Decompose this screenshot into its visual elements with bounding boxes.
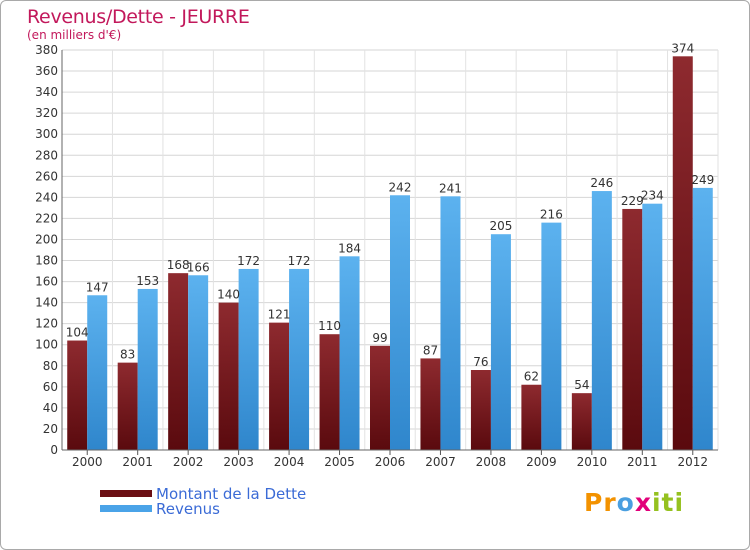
y-tick-label: 340 [35, 85, 58, 99]
bar-revenus-2010 [591, 191, 612, 451]
x-tick-label: 2000 [72, 455, 103, 469]
data-label: 172 [237, 254, 260, 268]
data-label: 54 [574, 378, 589, 392]
bar-revenus-2001 [137, 288, 158, 450]
y-tick-label: 280 [35, 148, 58, 162]
data-label: 241 [439, 181, 462, 195]
y-tick-label: 300 [35, 127, 58, 141]
y-tick-label: 180 [35, 254, 58, 268]
data-label: 99 [372, 331, 387, 345]
y-tick-label: 120 [35, 317, 58, 331]
bar-revenus-2005 [339, 256, 360, 450]
chart-subtitle: (en milliers d'€) [27, 28, 122, 42]
y-tick-label: 320 [35, 106, 58, 120]
y-tick-label: 80 [43, 359, 58, 373]
bar-revenus-2000 [87, 295, 108, 450]
y-tick-label: 260 [35, 169, 58, 183]
y-tick-label: 220 [35, 211, 58, 225]
data-label: 242 [389, 180, 412, 194]
legend-label-debt: Montant de la Dette [156, 484, 307, 503]
bar-debt-2007 [420, 358, 441, 450]
y-tick-label: 380 [35, 43, 58, 57]
x-tick-label: 2006 [375, 455, 406, 469]
bar-revenus-2011 [642, 203, 663, 450]
data-label: 184 [338, 241, 361, 255]
y-tick-label: 60 [43, 380, 58, 394]
legend-label-revenus: Revenus [156, 499, 220, 518]
x-tick-label: 2012 [677, 455, 708, 469]
x-tick-label: 2002 [173, 455, 204, 469]
data-label: 140 [217, 288, 240, 302]
data-label: 147 [86, 280, 109, 294]
bar-revenus-2006 [390, 195, 410, 450]
data-label: 87 [423, 343, 438, 357]
bar-debt-2004 [269, 322, 290, 450]
y-tick-label: 40 [43, 401, 58, 415]
data-label: 62 [524, 370, 539, 384]
bar-debt-2006 [370, 345, 390, 450]
data-label: 166 [187, 260, 210, 274]
bar-revenus-2004 [289, 268, 310, 450]
x-tick-label: 2011 [627, 455, 658, 469]
data-label: 249 [691, 173, 714, 187]
data-label: 121 [268, 308, 291, 322]
legend-item-revenus: Revenus [100, 499, 306, 518]
chart-legend: Montant de la Dette Revenus [100, 484, 307, 518]
bar-debt-2010 [571, 393, 592, 450]
data-label: 229 [621, 194, 644, 208]
x-tick-label: 2003 [223, 455, 254, 469]
data-label: 110 [318, 319, 341, 333]
chart-title: Revenus/Dette - JEURRE [27, 6, 250, 28]
x-tick-label: 2010 [577, 455, 608, 469]
bar-debt-2011 [622, 208, 643, 450]
y-tick-label: 0 [50, 443, 58, 457]
legend-swatch-debt [100, 490, 152, 497]
bar-revenus-2007 [440, 196, 461, 450]
x-tick-label: 2009 [526, 455, 557, 469]
x-tick-label: 2008 [476, 455, 507, 469]
bar-debt-2003 [218, 302, 239, 450]
y-tick-label: 140 [35, 296, 58, 310]
data-label: 374 [671, 41, 694, 55]
bar-revenus-2009 [541, 222, 562, 450]
data-label: 168 [167, 258, 190, 272]
x-tick-label: 2007 [425, 455, 456, 469]
data-label: 216 [540, 208, 563, 222]
bar-debt-2008 [470, 370, 491, 450]
x-tick-label: 2004 [274, 455, 305, 469]
bar-revenus-2008 [490, 234, 511, 450]
bar-debt-2000 [67, 340, 88, 450]
y-tick-label: 160 [35, 275, 58, 289]
bar-revenus-2012 [692, 187, 713, 451]
y-tick-label: 360 [35, 64, 58, 78]
data-label: 205 [489, 219, 512, 233]
bar-debt-2009 [521, 384, 542, 450]
proxiti-logo: Proxiti [584, 488, 685, 517]
data-label: 246 [590, 176, 613, 190]
x-tick-label: 2005 [324, 455, 355, 469]
bar-debt-2001 [117, 362, 138, 450]
bar-debt-2005 [319, 334, 340, 450]
legend-item-debt: Montant de la Dette [100, 484, 307, 503]
data-label: 83 [120, 348, 135, 362]
data-label: 172 [288, 254, 311, 268]
y-tick-label: 240 [35, 190, 58, 204]
y-tick-label: 100 [35, 338, 58, 352]
legend-swatch-revenus [100, 505, 152, 512]
bar-revenus-2002 [188, 275, 209, 450]
y-tick-label: 200 [35, 232, 58, 246]
bar-debt-2002 [168, 273, 189, 450]
y-tick-label: 20 [43, 422, 58, 436]
x-tick-label: 2001 [122, 455, 153, 469]
data-label: 153 [136, 274, 159, 288]
data-label: 76 [473, 355, 488, 369]
bar-debt-2012 [672, 56, 693, 450]
data-label: 104 [66, 326, 89, 340]
bar-revenus-2003 [238, 268, 259, 450]
data-label: 234 [641, 189, 664, 203]
